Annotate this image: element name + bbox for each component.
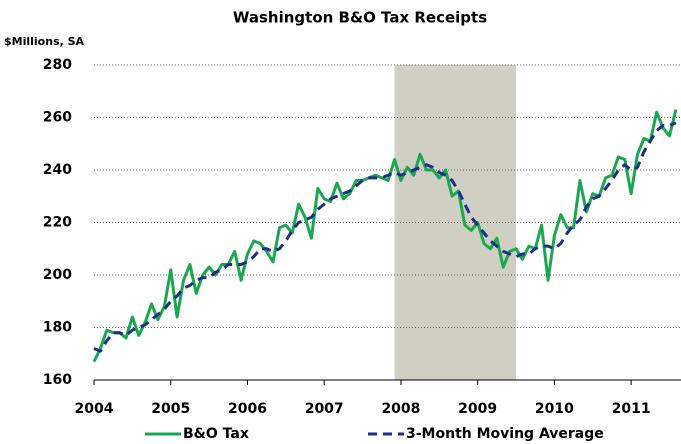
y-tick-label: 180 (43, 320, 72, 336)
x-tick-label: 2005 (151, 401, 190, 417)
y-tick-label: 200 (43, 267, 72, 283)
y-axis-label: $Millions, SA (4, 35, 85, 48)
x-tick-label: 2011 (612, 401, 651, 417)
y-tick-label: 160 (43, 372, 72, 388)
legend-label: B&O Tax (183, 426, 249, 442)
series-line (92, 109, 678, 363)
x-tick-label: 2004 (75, 401, 114, 417)
x-tick-label: 2009 (458, 401, 497, 417)
series-line (93, 121, 677, 353)
chart-title: Washington B&O Tax Receipts (233, 9, 487, 27)
y-tick-label: 220 (43, 215, 72, 231)
x-tick-label: 2006 (228, 401, 267, 417)
legend-label: 3-Month Moving Average (406, 426, 604, 442)
x-tick-label: 2008 (381, 401, 420, 417)
y-tick-label: 280 (43, 57, 72, 73)
x-tick-label: 2007 (305, 401, 344, 417)
recession-shade (394, 65, 517, 380)
x-tick-label: 2010 (535, 401, 574, 417)
y-tick-label: 260 (43, 110, 72, 126)
y-tick-label: 240 (43, 162, 72, 178)
